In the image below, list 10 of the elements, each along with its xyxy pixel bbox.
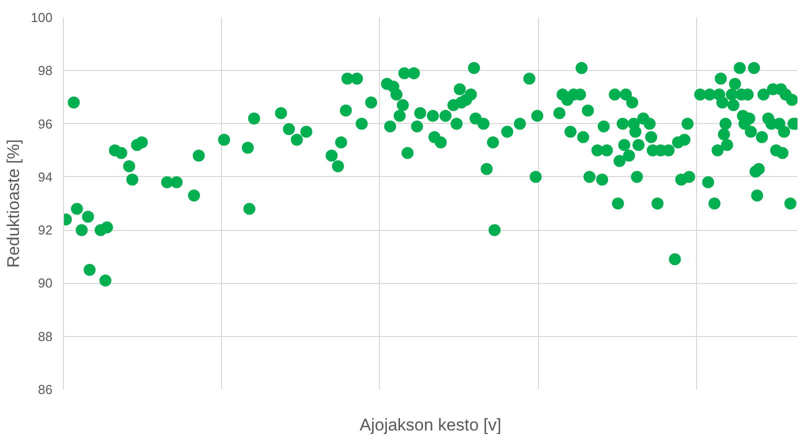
y-tick-label: 92 [38, 222, 53, 238]
y-tick-label: 94 [38, 169, 53, 184]
y-tick-label: 86 [38, 382, 53, 397]
y-tick-label: 98 [38, 63, 53, 78]
y-tick-label: 88 [38, 328, 53, 344]
y-axis-title: Reduktioaste [%] [4, 139, 23, 268]
x-axis-title: Ajojakson kesto [v] [360, 416, 502, 434]
y-tick-label: 90 [38, 276, 53, 291]
y-tick-label: 96 [38, 116, 53, 132]
y-tick-label: 100 [30, 10, 53, 25]
